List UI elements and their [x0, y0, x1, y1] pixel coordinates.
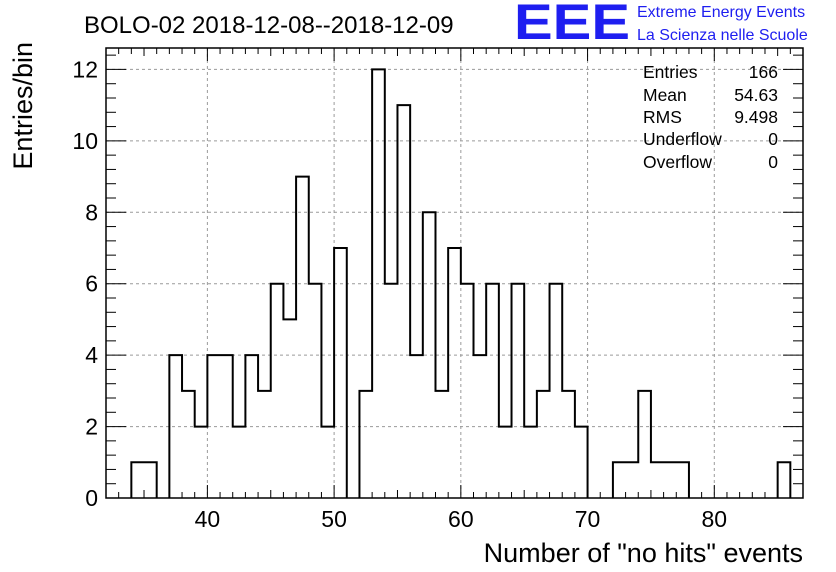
stat-value-mean: 54.63: [734, 85, 778, 105]
grid-lines: [106, 48, 803, 498]
histogram-bar-76: [651, 462, 664, 498]
histogram-bar-65: [512, 284, 525, 498]
histogram-bar-48: [296, 177, 309, 498]
stat-label-rms: RMS: [643, 107, 682, 127]
y-tick-label-10: 10: [72, 128, 98, 154]
stat-value-underflow: 0: [768, 129, 778, 149]
histogram-bar-43: [233, 427, 246, 498]
x-tick-label-60: 60: [448, 506, 474, 532]
histogram-outline: [130, 68, 792, 498]
histogram-bar-35: [131, 462, 144, 498]
histogram-bar-64: [499, 427, 512, 498]
histogram-bar-78: [676, 462, 689, 498]
y-axis-title: Entries/bin: [8, 42, 38, 170]
stats-box: Entries 166 Mean 54.63 RMS 9.498 Underfl…: [643, 62, 778, 172]
logo-line-1: Extreme Energy Events: [637, 4, 805, 21]
histogram-bar-49: [309, 284, 322, 498]
eee-logo: EEE Extreme Energy Events La Scienza nel…: [514, 0, 808, 50]
y-tick-label-4: 4: [85, 342, 98, 368]
histogram-bar-61: [461, 284, 474, 498]
x-tick-label-70: 70: [575, 506, 601, 532]
stat-value-entries: 166: [749, 62, 778, 82]
histogram-bar-77: [664, 462, 677, 498]
histogram-bar-73: [613, 462, 626, 498]
x-tick-label-80: 80: [701, 506, 727, 532]
y-tick-label-12: 12: [72, 56, 98, 82]
histogram-bar-36: [144, 462, 157, 498]
histogram-bar-68: [550, 284, 563, 498]
stat-label-underflow: Underflow: [643, 129, 722, 149]
histogram-bar-60: [448, 248, 461, 498]
stat-label-mean: Mean: [643, 85, 687, 105]
histogram-bar-40: [195, 427, 208, 498]
stat-value-rms: 9.498: [734, 107, 778, 127]
plot-frame: [105, 47, 804, 499]
stat-label-overflow: Overflow: [643, 152, 712, 172]
y-tick-label-8: 8: [85, 199, 98, 225]
histogram-bar-74: [626, 462, 639, 498]
histogram-bar-55: [385, 284, 398, 498]
axis-ticks: 40 50 60 70 80 0 2 4 6 8 10 12: [72, 48, 804, 532]
chart-title: BOLO-02 2018-12-08--2018-12-09: [84, 12, 454, 39]
histogram-bar-59: [435, 391, 448, 498]
y-tick-label-2: 2: [85, 414, 98, 440]
y-tick-label-0: 0: [85, 485, 98, 511]
stat-label-entries: Entries: [643, 62, 698, 82]
plot-frame-rect: [105, 47, 804, 499]
histogram-bar-50: [321, 427, 334, 498]
histogram-bar-39: [182, 391, 195, 498]
x-tick-label-40: 40: [195, 506, 221, 532]
histogram-bar-53: [359, 391, 372, 498]
histogram-bar-45: [258, 391, 271, 498]
histogram-bar-69: [562, 391, 575, 498]
histogram-bar-75: [638, 391, 651, 498]
stat-value-overflow: 0: [768, 152, 778, 172]
logo-letters: EEE: [514, 0, 630, 50]
histogram-bar-67: [537, 391, 550, 498]
x-tick-label-50: 50: [321, 506, 347, 532]
histogram-bar-51: [334, 248, 347, 498]
y-tick-label-6: 6: [85, 271, 98, 297]
histogram-bar-66: [524, 427, 537, 498]
histogram-bar-47: [283, 319, 296, 498]
logo-line-2: La Scienza nelle Scuole: [637, 27, 808, 44]
x-axis-title: Number of "no hits" events: [484, 538, 803, 568]
histogram-bar-86: [778, 462, 791, 498]
histogram-bar-46: [271, 284, 284, 498]
histogram-bar-56: [397, 105, 410, 498]
histogram-bar-63: [486, 284, 499, 498]
histogram-bar-70: [575, 427, 588, 498]
